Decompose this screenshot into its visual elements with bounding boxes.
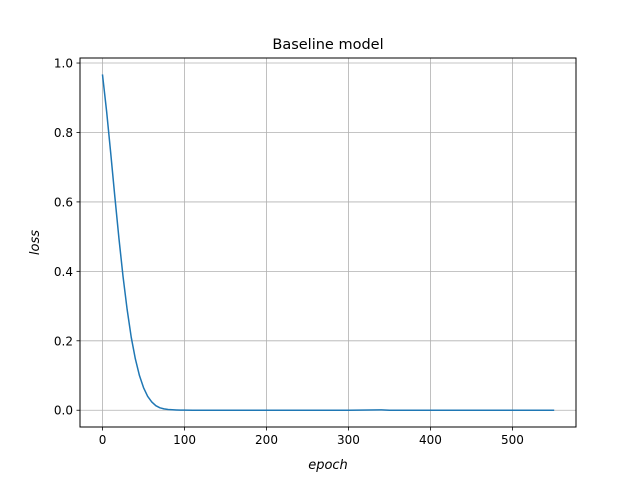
grid-lines	[80, 58, 576, 427]
x-axis-label: epoch	[308, 458, 348, 473]
x-tick-label: 100	[173, 433, 196, 447]
series-layer	[101, 74, 555, 411]
y-axis-label: loss	[28, 230, 43, 255]
y-tick-label: 0.6	[54, 195, 73, 209]
x-tick-label: 0	[99, 433, 107, 447]
y-tick-label: 0.8	[54, 126, 73, 140]
x-tick-label: 300	[337, 433, 360, 447]
x-tick-label: 200	[255, 433, 278, 447]
y-tick-label: 0.2	[54, 334, 73, 348]
x-tick-label: 400	[419, 433, 442, 447]
y-tick-label: 0.0	[54, 404, 73, 418]
loss-series-line	[101, 74, 555, 411]
y-axis-ticks: 0.0 0.2 0.4 0.6 0.8 1.0	[54, 57, 80, 418]
axes-frame	[79, 57, 577, 428]
x-tick-label: 500	[501, 433, 524, 447]
y-tick-label: 1.0	[54, 57, 73, 71]
y-tick-label: 0.4	[54, 265, 73, 279]
chart-title: Baseline model	[272, 37, 383, 53]
x-axis-ticks: 0 100 200 300 400 500	[99, 427, 524, 447]
